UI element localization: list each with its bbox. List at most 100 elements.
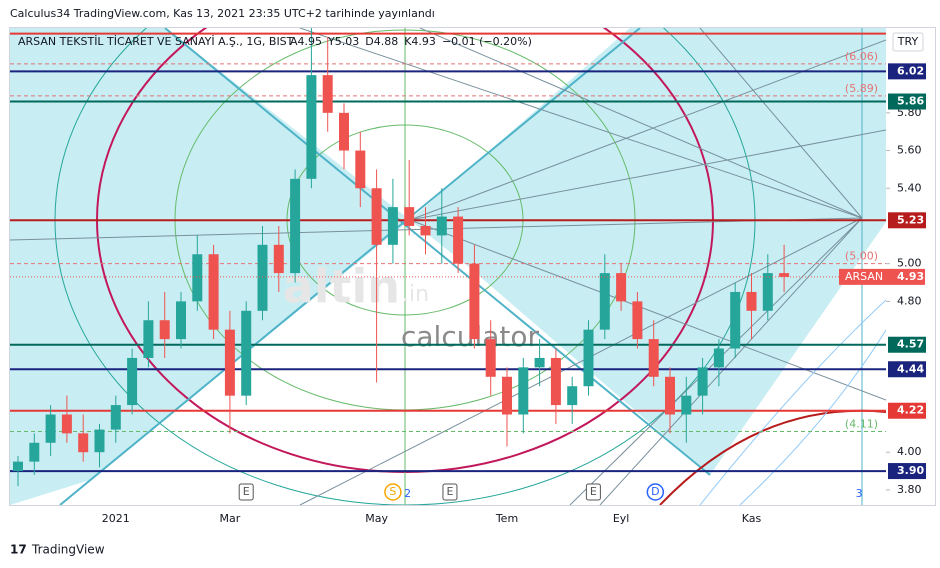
candle-body — [45, 414, 56, 443]
candle-body — [241, 310, 252, 396]
y-tick-label: 5.60 — [897, 144, 922, 157]
candle-body — [306, 75, 317, 179]
level-label: 4.57 — [897, 338, 924, 351]
candle-body — [453, 216, 464, 264]
candle-body — [94, 429, 105, 453]
event-label: E — [243, 485, 250, 498]
event-marker[interactable] — [384, 483, 402, 501]
event-marker[interactable] — [585, 483, 601, 501]
footer: TradingView — [31, 543, 105, 557]
candle-body — [420, 225, 431, 236]
level-box — [888, 93, 926, 110]
candle-body — [550, 357, 561, 406]
candle-body — [208, 254, 219, 330]
candle-body — [404, 207, 415, 226]
ohlc-value: −0.01 (−0.20%) — [442, 35, 532, 48]
logo: 17 — [10, 543, 27, 557]
candle-body — [762, 273, 773, 311]
last-price-value: 4.93 — [897, 270, 924, 283]
level-label: 6.02 — [897, 64, 924, 77]
event-label: D — [651, 485, 659, 498]
candle-body — [567, 386, 578, 406]
candle-body — [322, 75, 333, 113]
fan — [10, 28, 886, 505]
currency-box — [892, 32, 924, 52]
candle-body — [339, 112, 349, 151]
candle-body — [290, 178, 301, 274]
candle-body — [159, 320, 170, 340]
candle-body — [176, 301, 186, 340]
watermark: .in — [402, 282, 429, 307]
level-box — [888, 402, 926, 419]
candle-body — [599, 273, 610, 330]
event-marker[interactable] — [442, 483, 458, 501]
level-label: (4.11) — [845, 417, 878, 430]
last-price-box — [839, 268, 925, 285]
last-price-name: ARSAN — [845, 270, 883, 283]
published: Calculus34 TradingView.com, Kas 13, 2021… — [10, 7, 435, 20]
candle-body — [371, 188, 382, 245]
candle-body — [192, 254, 203, 302]
candle-body — [13, 461, 23, 472]
candle-body — [29, 442, 40, 462]
level-label: (6.06) — [845, 50, 878, 63]
y-tick-label: 5.00 — [897, 257, 922, 270]
candle-body — [387, 207, 398, 245]
trend-line — [59, 28, 641, 505]
level-box — [888, 336, 926, 353]
arc — [739, 329, 886, 505]
event-label: E — [446, 485, 453, 498]
candle-body — [746, 291, 757, 311]
level-box — [888, 463, 926, 480]
candle-body — [257, 244, 268, 311]
candle-body — [485, 339, 496, 377]
arc — [699, 299, 886, 505]
x-tick-label: 2021 — [102, 512, 130, 525]
y-tick-label: 4.80 — [897, 294, 922, 307]
ohlc-value: A4.95 — [290, 35, 322, 48]
level-label: 3.90 — [897, 464, 924, 477]
y-tick-label: 4.00 — [897, 445, 922, 458]
ohlc-value: D4.88 — [365, 35, 398, 48]
level-label: (5.00) — [845, 250, 878, 263]
candle-body — [502, 376, 512, 415]
candle-body — [632, 301, 643, 340]
candle-body — [273, 244, 284, 274]
frame — [9, 27, 936, 506]
y-tick-label: 5.40 — [897, 181, 922, 194]
event-marker[interactable] — [646, 483, 665, 501]
candle-body — [665, 376, 675, 415]
level-label: 4.22 — [897, 404, 924, 417]
candle-body — [78, 433, 89, 453]
candle-body — [518, 367, 529, 415]
x-tick-label: Tem — [495, 512, 518, 525]
level-label: (5.89) — [845, 82, 878, 95]
candle-body — [616, 273, 627, 302]
candle-body — [143, 320, 154, 358]
x-tick-label: Kas — [742, 512, 762, 525]
candle-body — [730, 291, 741, 349]
candle-body — [110, 405, 121, 430]
level-label: 5.86 — [897, 95, 924, 108]
event-label: 2 — [404, 487, 411, 500]
ohlc: A4.95 Y5.03 D4.88 K4.93 −0.01 (−0.20%) — [290, 35, 532, 48]
symbol-title: ARSAN TEKSTİL TİCARET VE SANAYİ A.Ş., 1G… — [18, 35, 294, 48]
event-label: E — [590, 485, 597, 498]
candle-body — [697, 367, 708, 396]
level-label: 5.23 — [897, 213, 924, 226]
fan-fill — [410, 28, 886, 475]
event-label: S — [389, 485, 396, 498]
candle-body — [681, 395, 692, 415]
candle-body — [583, 329, 594, 387]
x-tick-label: Mar — [220, 512, 241, 525]
currency: TRY — [897, 35, 919, 48]
event-marker[interactable] — [238, 483, 254, 501]
candle-body — [436, 216, 447, 236]
candle-body — [61, 414, 72, 434]
candle-body — [469, 263, 480, 340]
level-box — [888, 212, 926, 229]
level-box — [888, 361, 926, 378]
level-box — [888, 63, 926, 80]
candle-body — [355, 150, 366, 189]
